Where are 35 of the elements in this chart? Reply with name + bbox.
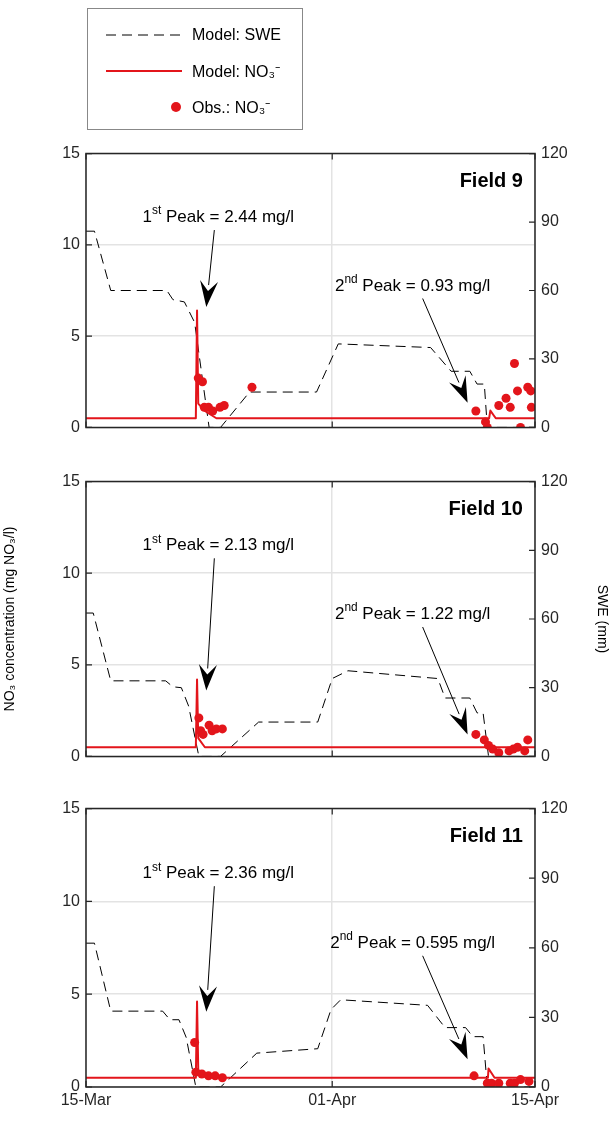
text: Field 11 <box>449 824 523 847</box>
y2-tick-label: 60 <box>541 280 559 298</box>
y-tick-label: 0 <box>71 417 81 435</box>
x-tick-label: 15-Mar <box>60 1091 113 1109</box>
legend-label: Model: NO₃⁻ <box>192 62 280 82</box>
y2-tick-label: 120 <box>541 472 568 490</box>
y2-tick-label: 30 <box>541 678 559 696</box>
y-tick-label: 10 <box>62 563 81 581</box>
y2-tick-label: 120 <box>541 799 568 817</box>
legend-label: Model: SWE <box>192 26 281 44</box>
x-tick-label: 01-Apr <box>308 1091 357 1109</box>
y2-tick-label: 30 <box>541 1007 559 1025</box>
text: Field 10 <box>448 497 523 520</box>
y2-tick-label: 90 <box>541 868 559 886</box>
y-tick-label: 5 <box>71 655 81 673</box>
y-tick-label: 15 <box>62 144 81 162</box>
y2-tick-label: 90 <box>541 540 559 558</box>
y-tick-label: 10 <box>62 235 81 253</box>
y2-tick-label: 0 <box>541 746 550 764</box>
y-tick-label: 15 <box>62 799 81 817</box>
y2-tick-label: 120 <box>541 144 568 162</box>
y-tick-label: 0 <box>71 746 81 764</box>
legend-label: Obs.: NO₃⁻ <box>192 98 271 118</box>
y2-tick-label: 90 <box>541 212 559 230</box>
y2-axis-title: SWE (mm) <box>594 584 611 654</box>
y-tick-label: 10 <box>62 891 81 909</box>
text: Field 9 <box>459 169 523 192</box>
y-tick-label: 5 <box>71 326 81 344</box>
y-tick-label: 15 <box>62 472 81 490</box>
y2-tick-label: 60 <box>541 609 559 627</box>
y-axis-title: NO₃ concentration (mg NO₃/l) <box>1 526 18 712</box>
y2-tick-label: 60 <box>541 938 559 956</box>
y2-tick-label: 0 <box>541 417 550 435</box>
y-tick-label: 5 <box>71 984 81 1002</box>
y2-tick-label: 30 <box>541 349 559 367</box>
